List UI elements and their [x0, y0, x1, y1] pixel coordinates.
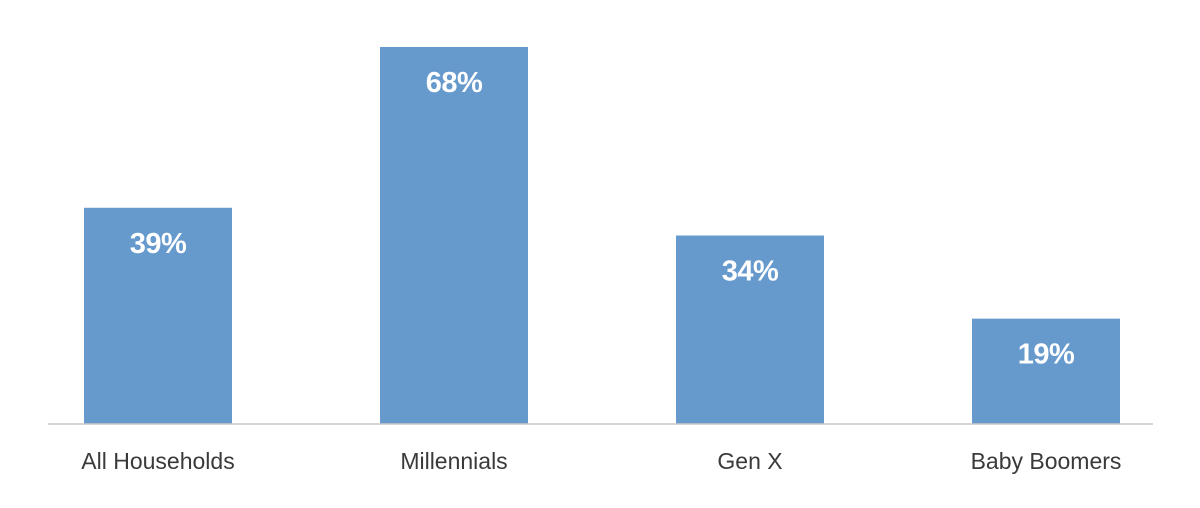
category-label: All Households [81, 448, 234, 474]
bar-millennials [380, 47, 528, 424]
data-label: 19% [1018, 339, 1075, 371]
data-label: 34% [722, 256, 779, 288]
category-label: Gen X [717, 448, 782, 474]
data-label: 68% [426, 67, 483, 99]
data-label: 39% [130, 228, 187, 260]
data-labels-group: 39% 68% 34% 19% [130, 67, 1076, 371]
bar-all-households [84, 207, 232, 424]
bars-group [84, 47, 1120, 424]
bar-gen-x [676, 235, 824, 424]
bar-baby-boomers [972, 318, 1120, 424]
category-label: Baby Boomers [971, 448, 1122, 474]
category-label: Millennials [400, 448, 507, 474]
category-labels-group: All Households Millennials Gen X Baby Boome… [81, 448, 1121, 474]
